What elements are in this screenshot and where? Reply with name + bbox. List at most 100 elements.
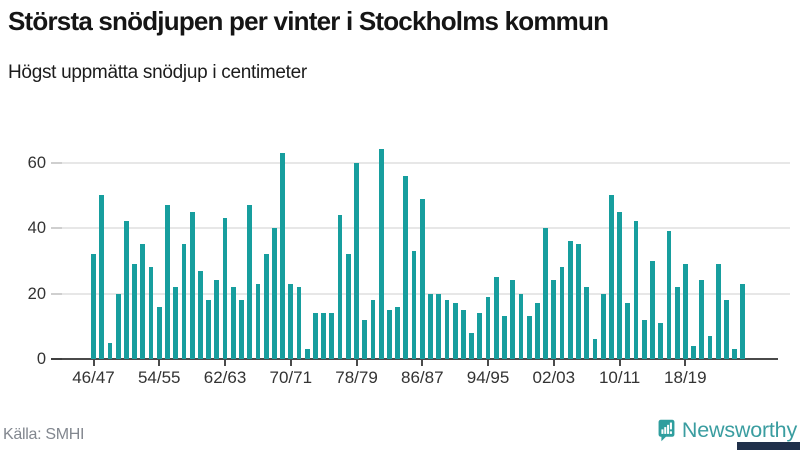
bar-71/72[interactable]	[296, 286, 302, 359]
bar-85/86[interactable]	[411, 250, 417, 359]
bar-74/75[interactable]	[321, 313, 327, 359]
x-axis-label-78/79: 78/79	[335, 368, 378, 387]
bar-14/15[interactable]	[650, 260, 655, 359]
bar-62/63[interactable]	[222, 218, 228, 359]
y-axis-label-0: 0	[36, 350, 46, 368]
bar-13/14[interactable]	[641, 319, 647, 359]
bar-02/03[interactable]	[551, 280, 557, 359]
bar-57/58[interactable]	[181, 244, 187, 359]
bar-69/70[interactable]	[280, 152, 285, 359]
bar-51/52[interactable]	[132, 264, 137, 359]
bar-96/97[interactable]	[502, 316, 507, 359]
bar-95/96[interactable]	[493, 277, 499, 359]
bar-03/04[interactable]	[559, 267, 565, 359]
bar-64/65[interactable]	[239, 300, 244, 359]
bar-59/60[interactable]	[197, 270, 203, 359]
bar-66/67[interactable]	[255, 283, 261, 359]
bar-94/95[interactable]	[485, 296, 491, 359]
bar-10/11[interactable]	[617, 211, 622, 359]
bar-20/21[interactable]	[699, 280, 705, 359]
bar-07/08[interactable]	[592, 339, 598, 359]
brand-corner-block	[737, 442, 800, 450]
bar-61/62[interactable]	[214, 280, 220, 359]
bar-87/88[interactable]	[428, 293, 433, 359]
bar-68/69[interactable]	[271, 228, 277, 359]
bar-77/78[interactable]	[345, 254, 351, 359]
x-tick-mark-70/71	[289, 360, 292, 366]
newsworthy-bubble-chart-icon	[658, 419, 675, 442]
bar-50/51[interactable]	[123, 221, 129, 359]
bar-21/22[interactable]	[707, 336, 713, 359]
bar-23/24[interactable]	[724, 300, 729, 359]
x-tick-mark-86/87	[421, 360, 424, 366]
newsworthy-logo[interactable]: Newsworthy	[658, 415, 797, 445]
bar-60/61[interactable]	[206, 300, 211, 359]
bar-90/91[interactable]	[452, 303, 458, 359]
bar-15/16[interactable]	[658, 322, 664, 359]
bar-04/05[interactable]	[567, 241, 573, 359]
source-label: Källa: SMHI	[3, 426, 85, 443]
x-tick-mark-10/11	[618, 360, 621, 366]
bar-88/89[interactable]	[436, 293, 442, 359]
bar-65/66[interactable]	[247, 205, 253, 359]
x-axis-label-54/55: 54/55	[137, 368, 181, 387]
bar-80/81[interactable]	[370, 300, 376, 359]
x-axis-label-10/11: 10/11	[598, 368, 641, 387]
bar-67/68[interactable]	[263, 254, 269, 359]
bar-06/07[interactable]	[584, 286, 590, 359]
bar-78/79[interactable]	[354, 162, 359, 359]
bar-82/83[interactable]	[387, 309, 392, 359]
bar-75/76[interactable]	[329, 313, 335, 359]
bar-99/00[interactable]	[526, 316, 532, 359]
bar-83/84[interactable]	[395, 306, 401, 359]
bar-72/73[interactable]	[304, 349, 310, 359]
x-axis-label-02/03: 02/03	[532, 368, 576, 387]
bar-16/17[interactable]	[666, 231, 672, 359]
y-tick-mark	[51, 358, 62, 360]
bar-17/18[interactable]	[674, 286, 680, 359]
bar-93/94[interactable]	[477, 313, 483, 359]
bar-49/50[interactable]	[115, 293, 121, 359]
bar-73/74[interactable]	[313, 313, 318, 359]
gridline-y-0	[55, 358, 778, 360]
bar-70/71[interactable]	[288, 283, 294, 359]
x-tick-mark-46/47	[92, 360, 95, 366]
bar-86/87[interactable]	[419, 198, 425, 359]
bar-25/26[interactable]	[740, 283, 746, 359]
bar-58/59[interactable]	[189, 211, 195, 359]
bar-52/53[interactable]	[140, 244, 146, 359]
bar-47/48[interactable]	[99, 195, 105, 359]
bar-92/93[interactable]	[469, 332, 475, 359]
x-tick-mark-62/63	[224, 360, 227, 366]
bar-24/25[interactable]	[732, 349, 738, 359]
chart-title: Största snödjupen per vinter i Stockholm…	[8, 6, 609, 36]
y-axis-label-40: 40	[27, 219, 46, 237]
bar-12/13[interactable]	[633, 221, 639, 359]
bar-01/02[interactable]	[543, 228, 548, 359]
bar-18/19[interactable]	[682, 264, 688, 359]
bar-48/49[interactable]	[107, 342, 113, 359]
y-axis-label-20: 20	[27, 284, 46, 303]
bar-56/57[interactable]	[173, 286, 179, 359]
bar-08/09[interactable]	[600, 293, 606, 359]
bar-22/23[interactable]	[715, 264, 721, 359]
bar-53/54[interactable]	[148, 267, 154, 359]
bar-98/99[interactable]	[518, 293, 524, 359]
bar-05/06[interactable]	[576, 244, 581, 359]
bar-46/47[interactable]	[91, 254, 96, 359]
bar-81/82[interactable]	[378, 149, 384, 359]
bar-11/12[interactable]	[625, 303, 631, 359]
bar-76/77[interactable]	[337, 214, 343, 359]
bar-79/80[interactable]	[362, 319, 368, 359]
bar-91/92[interactable]	[461, 309, 466, 359]
bar-00/01[interactable]	[534, 303, 540, 359]
bar-09/10[interactable]	[608, 195, 614, 359]
bar-19/20[interactable]	[691, 345, 696, 359]
bar-89/90[interactable]	[444, 300, 450, 359]
bar-84/85[interactable]	[403, 175, 409, 359]
bar-54/55[interactable]	[156, 306, 162, 359]
y-tick-mark	[51, 292, 62, 295]
bar-63/64[interactable]	[230, 286, 236, 359]
bar-55/56[interactable]	[165, 205, 170, 359]
bar-97/98[interactable]	[510, 280, 516, 359]
